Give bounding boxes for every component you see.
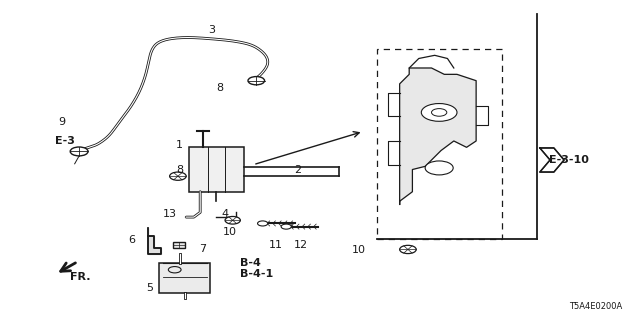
Circle shape xyxy=(170,172,186,180)
Text: 5: 5 xyxy=(146,283,153,292)
Circle shape xyxy=(70,147,88,156)
Bar xyxy=(159,263,211,293)
Circle shape xyxy=(257,221,268,226)
Circle shape xyxy=(225,216,241,224)
Text: 8: 8 xyxy=(216,83,223,93)
Text: 2: 2 xyxy=(294,165,301,175)
Text: 9: 9 xyxy=(58,117,65,127)
Polygon shape xyxy=(540,148,564,172)
Bar xyxy=(378,49,502,239)
Text: E-3: E-3 xyxy=(55,136,75,146)
Circle shape xyxy=(425,161,453,175)
Text: B-4-1: B-4-1 xyxy=(241,268,273,279)
Text: 10: 10 xyxy=(223,227,237,237)
Text: T5A4E0200A: T5A4E0200A xyxy=(570,302,623,311)
Polygon shape xyxy=(399,68,476,204)
Text: 13: 13 xyxy=(163,209,177,219)
Bar xyxy=(189,147,244,192)
Text: 10: 10 xyxy=(352,245,366,255)
Text: 7: 7 xyxy=(199,244,206,254)
Text: 4: 4 xyxy=(221,209,228,219)
Circle shape xyxy=(281,224,291,229)
Text: 3: 3 xyxy=(208,25,215,35)
Bar xyxy=(173,243,185,248)
Text: E-3-10: E-3-10 xyxy=(549,155,589,165)
Text: 11: 11 xyxy=(268,240,282,250)
Circle shape xyxy=(421,104,457,121)
Polygon shape xyxy=(148,228,161,253)
Circle shape xyxy=(248,76,264,85)
Text: 8: 8 xyxy=(176,165,183,175)
Text: 6: 6 xyxy=(128,235,135,245)
Text: B-4: B-4 xyxy=(241,258,261,268)
Text: 12: 12 xyxy=(294,240,308,250)
Text: FR.: FR. xyxy=(70,272,91,282)
Text: 1: 1 xyxy=(176,140,183,150)
Circle shape xyxy=(399,245,416,253)
